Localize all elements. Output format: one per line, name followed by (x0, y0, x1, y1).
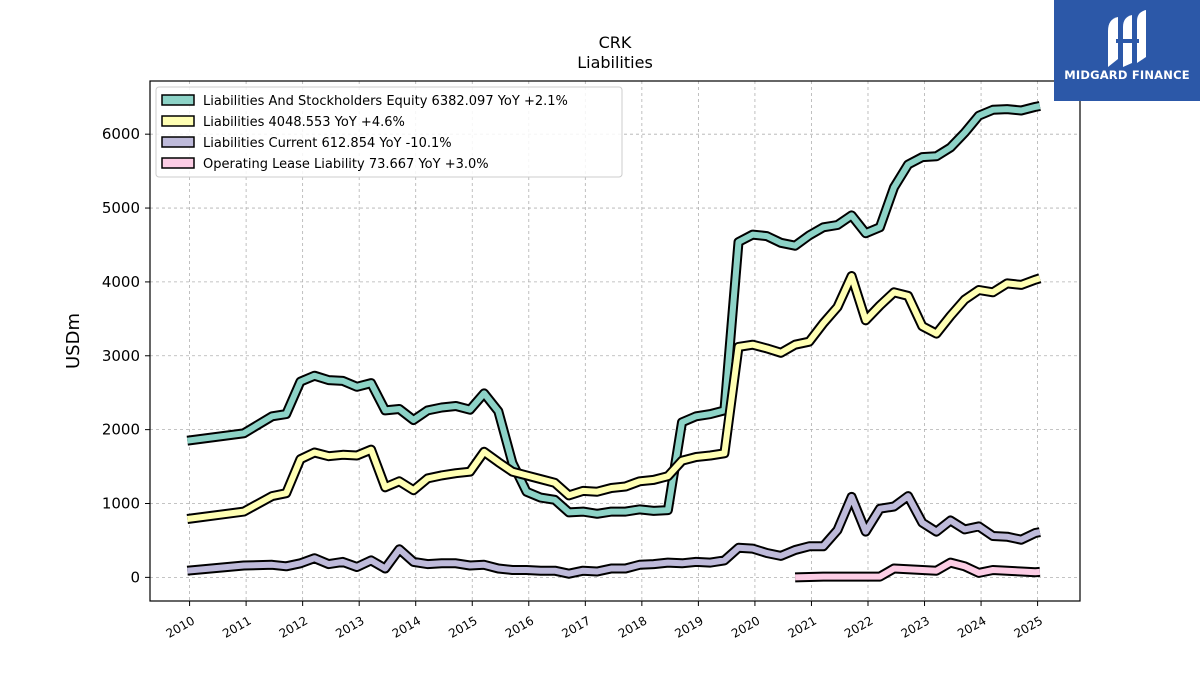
series-line (186, 273, 1041, 522)
series-operating-lease-liability (794, 557, 1041, 583)
x-tick-label: 2025 (1012, 613, 1045, 640)
series-line (186, 103, 1041, 517)
series-liabilities-current (186, 491, 1041, 579)
y-tick-label: 2000 (102, 421, 140, 439)
y-tick-label: 5000 (102, 199, 140, 217)
x-tick-label: 2010 (164, 613, 197, 640)
y-tick-label: 0 (130, 568, 140, 586)
legend-swatch (161, 136, 195, 148)
x-tick-label: 2017 (559, 613, 592, 640)
x-tick-label: 2022 (842, 613, 875, 640)
chart-subtitle: Liabilities (577, 53, 653, 72)
x-tick-label: 2016 (503, 613, 536, 640)
y-tick-label: 3000 (102, 347, 140, 365)
x-tick-label: 2021 (786, 613, 819, 640)
x-axis: 2010 2011 2012 2013 2014 2015 2016 2017 2018 2019… (164, 601, 1045, 641)
chart-title: CRK (599, 33, 632, 52)
y-tick-label: 6000 (102, 125, 140, 143)
x-tick-label: 2013 (333, 613, 366, 640)
series-line (795, 559, 1041, 581)
legend-frame (155, 86, 623, 178)
legend-entry: Liabilities 4048.553 YoY +4.6% (203, 115, 405, 130)
series-liabilities (186, 271, 1042, 524)
legend-swatch (161, 157, 195, 169)
logo-mark-icon (1108, 10, 1146, 67)
x-tick-label: 2018 (616, 613, 649, 640)
legend-entry: Liabilities And Stockholders Equity 6382… (203, 94, 568, 109)
legend-entry: Liabilities Current 612.854 YoY -10.1% (203, 136, 452, 151)
legend: Liabilities And Stockholders Equity 6382… (155, 86, 623, 178)
x-tick-label: 2020 (729, 613, 762, 640)
legend-swatch (161, 94, 195, 106)
y-axis-label: USDm (63, 313, 84, 369)
y-axis: 0 1000 2000 3000 4000 5000 6000 (102, 125, 150, 586)
legend-swatch (161, 115, 195, 127)
brand-logo: MIDGARD FINANCE (1054, 0, 1200, 101)
x-tick-label: 2012 (277, 613, 310, 640)
series-line (187, 493, 1041, 577)
series-liabilities-and-stockholders-equity (186, 101, 1041, 519)
y-tick-label: 4000 (102, 273, 140, 291)
x-tick-label: 2011 (220, 613, 253, 640)
x-tick-label: 2023 (899, 613, 932, 640)
y-tick-label: 1000 (102, 495, 140, 513)
x-tick-label: 2015 (446, 613, 479, 640)
series-outline (186, 271, 1042, 524)
plot-frame (149, 80, 1081, 602)
legend-entry: Operating Lease Liability 73.667 YoY +3.… (203, 157, 489, 172)
x-tick-label: 2014 (390, 613, 423, 640)
plot-area (186, 101, 1042, 583)
brand-name: MIDGARD FINANCE (1064, 68, 1190, 82)
x-tick-label: 2019 (672, 613, 705, 640)
x-tick-label: 2024 (955, 613, 988, 640)
